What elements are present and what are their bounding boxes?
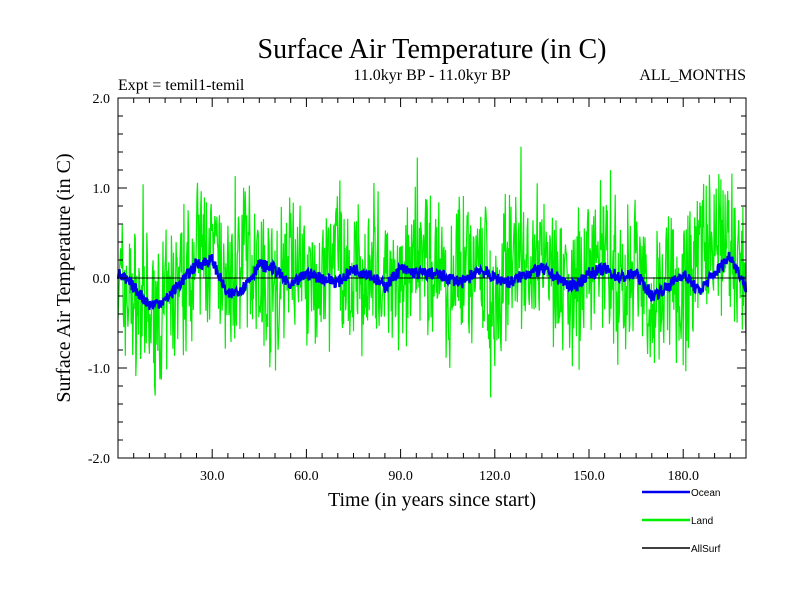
y-tick-label: 0.0 — [93, 272, 111, 287]
subtitle-center: 11.0kyr BP - 11.0kyr BP — [353, 67, 510, 84]
plot-area — [116, 146, 748, 398]
y-tick-label: 2.0 — [93, 92, 111, 107]
y-tick-label: 1.0 — [93, 182, 111, 197]
subtitle-left: Expt = temil1-temil — [118, 77, 245, 94]
y-tick-label: -1.0 — [88, 362, 110, 377]
x-tick-label: 30.0 — [200, 469, 225, 484]
subtitle-right: ALL_MONTHS — [639, 67, 746, 84]
axes: 30.0 60.0 90.0 120.0 150.0 180.0 2.0 1.0 0.0 -1.0… — [88, 92, 747, 484]
x-tick-label: 60.0 — [294, 469, 319, 484]
chart-title: Surface Air Temperature (in C) — [258, 34, 607, 65]
legend: Ocean Land AllSurf — [642, 488, 721, 555]
x-tick-label: 120.0 — [479, 469, 511, 484]
x-tick-label: 150.0 — [573, 469, 605, 484]
legend-label-ocean: Ocean — [691, 488, 720, 499]
y-tick-label: -2.0 — [88, 452, 110, 467]
y-axis-label: Surface Air Temperature (in C) — [53, 153, 75, 402]
legend-label-land: Land — [691, 516, 713, 527]
x-tick-label: 180.0 — [667, 469, 699, 484]
legend-label-allsurf: AllSurf — [691, 544, 721, 555]
x-axis-label: Time (in years since start) — [328, 489, 536, 511]
series-ocean-line — [116, 251, 748, 311]
x-tick-label: 90.0 — [388, 469, 413, 484]
series-land-line — [117, 146, 747, 398]
